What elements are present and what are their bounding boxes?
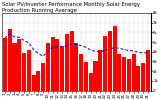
Bar [117, 54, 121, 91]
Bar [27, 50, 31, 91]
Bar [141, 63, 145, 91]
Bar [3, 38, 7, 91]
Text: Solar PV/Inverter Performance Monthly Solar Energy Production Running Average: Solar PV/Inverter Performance Monthly So… [2, 2, 140, 13]
Bar [41, 63, 45, 91]
Bar [22, 53, 26, 91]
Bar [17, 39, 21, 91]
Bar [46, 43, 50, 91]
Bar [89, 73, 93, 91]
Bar [79, 54, 83, 91]
Bar [60, 46, 64, 91]
Bar [12, 43, 16, 91]
Bar [55, 39, 59, 91]
Bar [84, 62, 88, 91]
Bar [132, 54, 136, 91]
Bar [98, 50, 102, 91]
Bar [93, 61, 98, 91]
Bar [103, 36, 107, 91]
Bar [36, 71, 40, 91]
Bar [8, 29, 12, 91]
Bar [127, 59, 131, 91]
Bar [122, 57, 126, 91]
Bar [112, 26, 117, 91]
Bar [32, 75, 36, 91]
Bar [146, 50, 150, 91]
Bar [70, 31, 74, 91]
Bar [108, 31, 112, 91]
Bar [51, 37, 55, 91]
Bar [74, 43, 78, 91]
Bar [136, 66, 140, 91]
Bar [65, 34, 69, 91]
